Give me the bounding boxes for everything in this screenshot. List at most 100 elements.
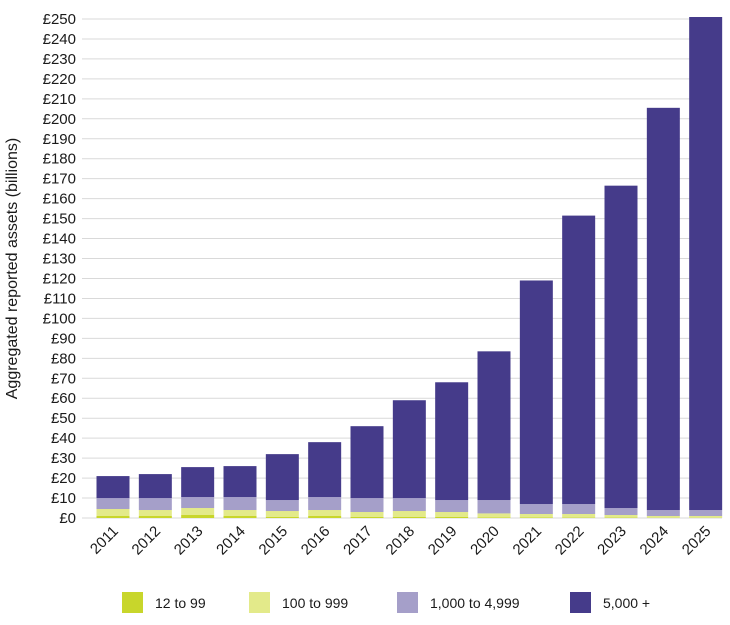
y-tick-label: £110 — [44, 290, 76, 307]
legend-label: 5,000 + — [603, 595, 650, 611]
bar-segment — [350, 426, 384, 499]
y-tick-label: £150 — [43, 211, 76, 228]
x-tick-label: 2012 — [129, 523, 165, 559]
bar-segment — [646, 510, 680, 517]
bar-segment — [562, 215, 596, 505]
bar-segment — [223, 516, 257, 518]
x-tick-label: 2022 — [552, 523, 588, 559]
bar-segment — [477, 517, 511, 518]
bar-segment — [265, 500, 299, 512]
y-tick-label: £70 — [51, 370, 76, 387]
x-tick-label: 2017 — [340, 523, 376, 559]
x-tick-label: 2020 — [467, 523, 503, 559]
y-tick-label: £240 — [43, 31, 76, 48]
bar-segment — [392, 511, 426, 518]
bar-segment — [138, 516, 172, 518]
bar-segment — [308, 442, 342, 498]
legend-label: 1,000 to 4,999 — [430, 595, 520, 611]
bar-segment — [392, 498, 426, 512]
y-tick-label: £50 — [51, 410, 76, 427]
bar-segment — [689, 516, 723, 518]
bar-segment — [477, 351, 511, 501]
bar-segment — [138, 474, 172, 499]
bar-segment — [223, 466, 257, 498]
bar-segment — [138, 510, 172, 517]
y-tick-label: £230 — [43, 51, 76, 68]
legend-swatch — [249, 592, 270, 613]
x-tick-label: 2021 — [510, 523, 546, 559]
bar-segment — [181, 515, 215, 518]
bar-segment — [308, 510, 342, 517]
bar-segment — [392, 400, 426, 499]
bar-segment — [223, 510, 257, 517]
bar-segment — [435, 512, 469, 518]
y-tick-label: £200 — [43, 111, 76, 128]
bar-segment — [562, 504, 596, 515]
y-tick-label: £180 — [43, 151, 76, 168]
y-tick-label: £190 — [43, 131, 76, 148]
bar-segment — [435, 500, 469, 513]
bar-segment — [519, 514, 553, 518]
bar-segment — [181, 508, 215, 516]
y-tick-label: £140 — [43, 231, 76, 248]
bar-segment — [308, 497, 342, 511]
bar-segment — [519, 517, 553, 518]
bar-segment — [96, 509, 130, 517]
bar-segment — [519, 504, 553, 515]
legend-swatch — [122, 592, 143, 613]
x-tick-label: 2013 — [171, 523, 207, 559]
y-axis-title: Aggregated reported assets (billions) — [4, 138, 21, 399]
x-tick-label: 2019 — [425, 523, 461, 559]
bar-segment — [350, 517, 384, 518]
y-tick-label: £80 — [51, 350, 76, 367]
bar-segment — [308, 516, 342, 518]
y-axis-ticks: £0 £10 £20 £30 £40 £50 £60 £70 £80 £90 £100 £110 £12… — [43, 11, 76, 527]
bar-segment — [646, 516, 680, 518]
y-tick-label: £250 — [43, 11, 76, 28]
bar-segment — [519, 280, 553, 505]
legend-swatch — [397, 592, 418, 613]
bar-segment — [604, 185, 638, 509]
bar-segment — [562, 514, 596, 518]
bar-segment — [604, 515, 638, 518]
bar-segment — [350, 498, 384, 513]
x-tick-label: 2014 — [213, 523, 249, 559]
y-tick-label: £30 — [51, 450, 76, 467]
bars — [96, 17, 723, 518]
bar-segment — [265, 454, 299, 501]
bar-segment — [689, 17, 723, 511]
bar-segment — [435, 517, 469, 518]
bar-segment — [604, 508, 638, 516]
legend-label: 100 to 999 — [282, 595, 348, 611]
bar-segment — [392, 517, 426, 518]
y-tick-label: £120 — [43, 270, 76, 287]
legend-swatch — [570, 592, 591, 613]
y-tick-label: £40 — [51, 430, 76, 447]
bar-segment — [96, 516, 130, 518]
bar-segment — [265, 511, 299, 518]
y-tick-label: £210 — [43, 91, 76, 108]
x-tick-label: 2025 — [679, 523, 715, 559]
y-tick-label: £0 — [59, 510, 76, 527]
bar-segment — [181, 497, 215, 509]
bar-segment — [477, 513, 511, 518]
bar-segment — [96, 498, 130, 510]
bar-segment — [96, 476, 130, 499]
bar-segment — [689, 510, 723, 517]
bar-segment — [477, 500, 511, 514]
bar-segment — [265, 517, 299, 518]
legend-label: 12 to 99 — [155, 595, 206, 611]
y-tick-label: £20 — [51, 470, 76, 487]
legend: 12 to 99 100 to 999 1,000 to 4,999 5,000 + — [122, 592, 650, 613]
bar-segment — [138, 498, 172, 511]
y-tick-label: £10 — [51, 490, 76, 507]
bar-segment — [435, 382, 469, 501]
y-tick-label: £100 — [43, 310, 76, 327]
x-tick-label: 2024 — [637, 523, 673, 559]
bar-segment — [646, 107, 680, 511]
bar-segment — [223, 497, 257, 511]
y-tick-label: £220 — [43, 71, 76, 88]
x-tick-label: 2018 — [383, 523, 419, 559]
